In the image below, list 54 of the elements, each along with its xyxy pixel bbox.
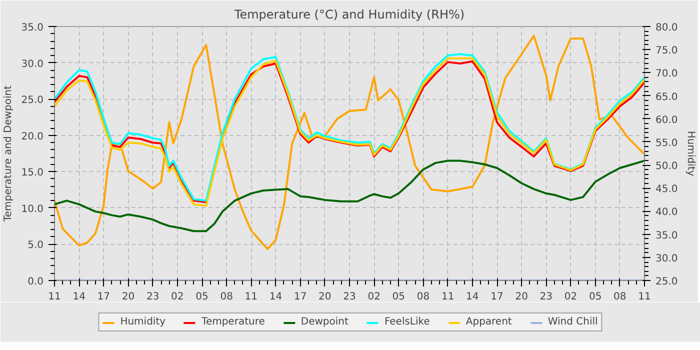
x-tick-label: 11	[441, 292, 454, 302]
y2-tick-label: 40.0	[656, 207, 678, 218]
x-tick-label: 11	[244, 292, 258, 302]
y2-axis-title: Humidity	[684, 130, 696, 176]
x-tick-label: 08	[220, 292, 233, 302]
y2-tick-label: 55.0	[656, 138, 678, 149]
y-tick-label: 10.0	[21, 204, 44, 215]
x-tick-label: 20	[122, 292, 135, 302]
y2-tick-label: 60.0	[656, 114, 678, 126]
y-tick-label: 5.0	[28, 240, 44, 252]
x-tick-label: 14	[466, 292, 479, 302]
y2-tick-label: 65.0	[656, 92, 678, 103]
x-tick-label: 11	[48, 292, 61, 302]
x-tick-label: 14	[72, 292, 86, 302]
x-tick-label: 20	[515, 292, 528, 302]
x-tick-label: 14	[269, 292, 282, 302]
legend-label: Apparent	[466, 316, 512, 328]
chart-title: Temperature (°C) and Humidity (RH%)	[233, 8, 465, 22]
y2-tick-label: 70.0	[656, 68, 678, 80]
y2-tick-label: 45.0	[656, 184, 678, 196]
x-tick-label: 11	[638, 292, 651, 302]
x-tick-label: 23	[343, 292, 356, 302]
legend-label: Temperature	[202, 316, 265, 328]
y-tick-label: 20.0	[21, 131, 44, 142]
y2-tick-label: 35.0	[656, 230, 678, 242]
y-axis-title: Temperature and Dewpoint	[3, 85, 14, 223]
y2-tick-label: 50.0	[656, 161, 678, 172]
x-tick-label: 20	[318, 292, 332, 302]
y-tick-label: 15.0	[21, 168, 44, 179]
y-tick-label: 0.0	[28, 276, 44, 288]
x-tick-label: 17	[97, 292, 110, 302]
y-tick-label: 30.0	[21, 58, 44, 70]
x-tick-label: 17	[294, 292, 307, 302]
legend-label: FeelsLike	[384, 316, 430, 328]
x-tick-label: 05	[392, 292, 406, 302]
y2-tick-label: 30.0	[656, 253, 678, 264]
x-tick-label: 05	[588, 292, 602, 302]
x-tick-label: 02	[564, 292, 578, 302]
x-tick-label: 08	[416, 292, 430, 302]
x-tick-label: 02	[368, 292, 380, 302]
y-tick-label: 35.0	[21, 22, 44, 34]
legend-label: Wind Chill	[548, 316, 598, 328]
y2-tick-label: 80.0	[656, 22, 678, 34]
x-tick-label: 08	[614, 292, 626, 302]
y2-tick-label: 75.0	[656, 46, 678, 57]
x-tick-label: 02	[171, 292, 184, 302]
x-tick-label: 23	[146, 292, 160, 302]
legend-label: Dewpoint	[300, 316, 348, 328]
x-tick-label: 05	[196, 292, 208, 302]
x-tick-label: 23	[540, 292, 553, 302]
y-tick-label: 25.0	[21, 95, 44, 106]
y2-tick-label: 25.0	[656, 276, 678, 288]
legend-label: Humidity	[120, 316, 166, 328]
x-tick-label: 17	[490, 292, 504, 302]
